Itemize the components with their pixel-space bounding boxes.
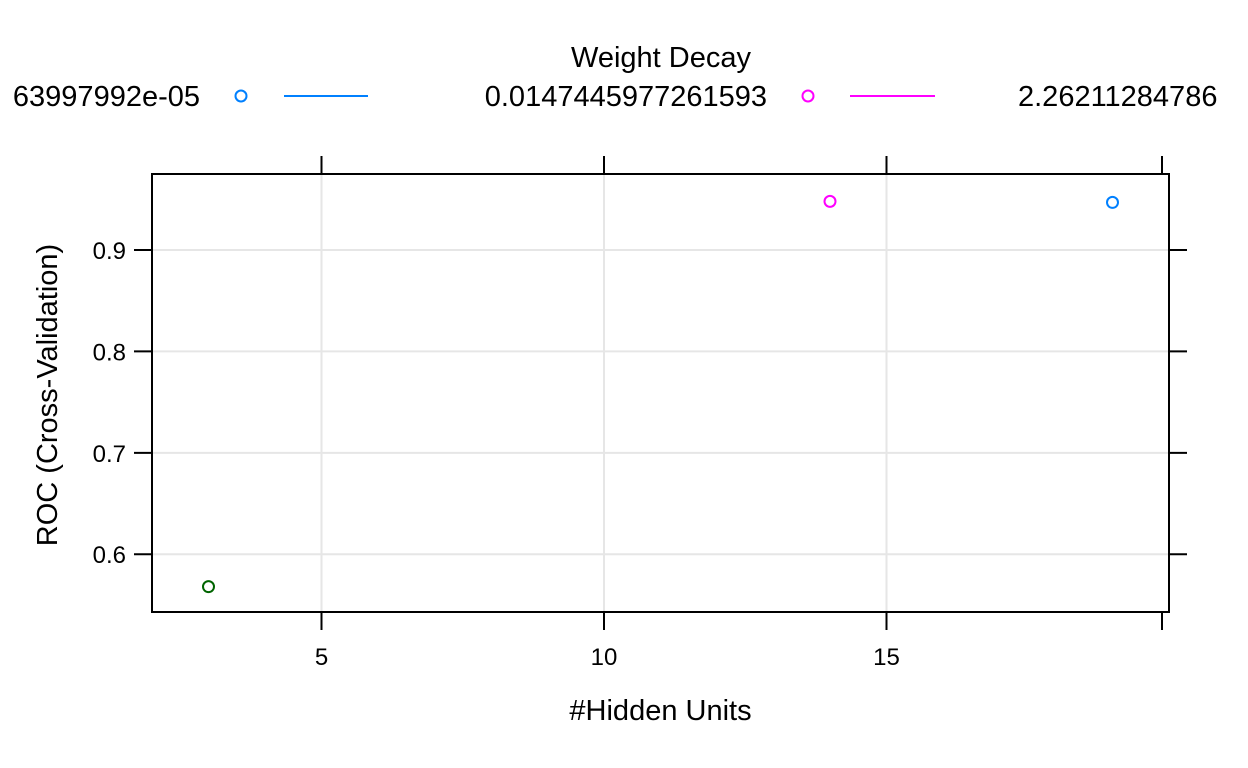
- legend-symbol: [234, 89, 248, 103]
- x-tick-label: 10: [591, 644, 618, 671]
- y-tick-label: 0.7: [93, 441, 126, 468]
- legend-title: Weight Decay: [571, 42, 751, 74]
- legend-label: 2.26211284786: [1018, 81, 1217, 113]
- grid: [152, 174, 1169, 612]
- y-axis-label: ROC (Cross-Validation): [32, 244, 64, 546]
- x-tick-label: 5: [315, 644, 328, 671]
- legend-label: 0.0147445977261593: [485, 81, 767, 113]
- plot-frame: [151, 173, 1170, 613]
- data-point: [823, 194, 837, 208]
- legend-symbol: [801, 89, 815, 103]
- y-tick-label: 0.8: [93, 339, 126, 366]
- data-point: [1106, 195, 1119, 209]
- x-axis-label: #Hidden Units: [569, 695, 751, 727]
- y-tick-label: 0.9: [93, 238, 126, 265]
- legend: Weight Decay 63997992e-05 0.0147445977261…: [13, 42, 1218, 113]
- data-points: [202, 194, 1119, 594]
- legend-label: 63997992e-05: [13, 81, 200, 113]
- y-tick-label: 0.6: [93, 542, 126, 569]
- axis-ticks: 5 10 15 0.6 0.7 0.8 0.9: [93, 156, 1187, 671]
- x-tick-label: 15: [873, 644, 900, 671]
- data-point: [202, 580, 215, 594]
